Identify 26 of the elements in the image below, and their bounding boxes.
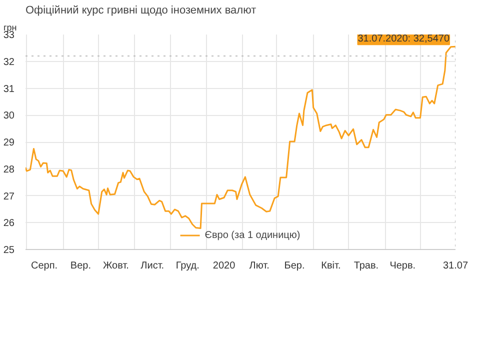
chart-title: Офіційний курс гривні щодо іноземних валют: [26, 4, 256, 16]
y-tick-label: 26: [3, 218, 15, 230]
y-tick-label: 32: [3, 56, 15, 68]
y-tick-label: 33: [3, 30, 15, 41]
x-tick-label: Вер.: [70, 260, 92, 272]
y-tick-label: 27: [3, 191, 15, 202]
x-tick-label: Трав.: [354, 260, 379, 272]
x-tick-label: Черв.: [390, 260, 416, 272]
y-tick-label: 25: [3, 245, 15, 256]
line-series: [26, 46, 456, 230]
x-tick-label: 2020: [212, 260, 236, 272]
x-tick-label: Лют.: [249, 260, 270, 272]
x-tick-label: Жовт.: [102, 260, 129, 272]
y-axis-title: грн: [4, 22, 17, 32]
x-tick-label: Квіт.: [321, 260, 341, 272]
y-tick-label: 31: [3, 84, 15, 95]
y-tick-label: 29: [3, 138, 15, 148]
x-tick-label: Бер.: [284, 260, 305, 272]
y-tick-label: 30: [3, 110, 15, 122]
x-tick-label: Серп.: [31, 260, 58, 272]
x-tick-label: 31.07: [442, 260, 468, 272]
legend-label: Євро (за 1 одиницю): [204, 230, 300, 240]
annotation: 31.07.2020: 32,5470: [358, 34, 450, 45]
y-tick-label: 28: [3, 164, 15, 176]
x-tick-label: Груд.: [176, 260, 200, 272]
x-tick-label: Лист.: [140, 260, 164, 272]
